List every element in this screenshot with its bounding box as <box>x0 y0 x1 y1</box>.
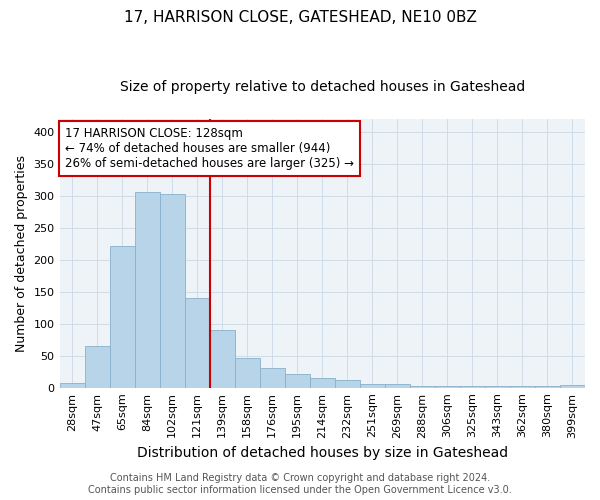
Bar <box>535 386 560 388</box>
Bar <box>235 358 260 388</box>
Bar <box>410 386 435 388</box>
Bar <box>185 298 209 388</box>
Title: Size of property relative to detached houses in Gateshead: Size of property relative to detached ho… <box>119 80 525 94</box>
Text: 17 HARRISON CLOSE: 128sqm
← 74% of detached houses are smaller (944)
26% of semi: 17 HARRISON CLOSE: 128sqm ← 74% of detac… <box>65 127 354 170</box>
Bar <box>209 330 235 388</box>
Bar <box>385 384 410 388</box>
Bar <box>260 368 285 388</box>
Bar <box>435 386 460 388</box>
Bar <box>85 346 110 388</box>
Bar <box>460 386 485 388</box>
Bar <box>160 194 185 388</box>
Bar <box>59 382 85 388</box>
Text: 17, HARRISON CLOSE, GATESHEAD, NE10 0BZ: 17, HARRISON CLOSE, GATESHEAD, NE10 0BZ <box>124 10 476 25</box>
Bar <box>335 380 360 388</box>
Bar <box>360 384 385 388</box>
Bar <box>485 386 510 388</box>
Bar <box>510 386 535 388</box>
Y-axis label: Number of detached properties: Number of detached properties <box>15 154 28 352</box>
Bar <box>110 246 134 388</box>
Bar <box>134 192 160 388</box>
Text: Contains HM Land Registry data © Crown copyright and database right 2024.
Contai: Contains HM Land Registry data © Crown c… <box>88 474 512 495</box>
Bar <box>560 385 585 388</box>
Bar <box>310 378 335 388</box>
X-axis label: Distribution of detached houses by size in Gateshead: Distribution of detached houses by size … <box>137 446 508 460</box>
Bar <box>285 374 310 388</box>
